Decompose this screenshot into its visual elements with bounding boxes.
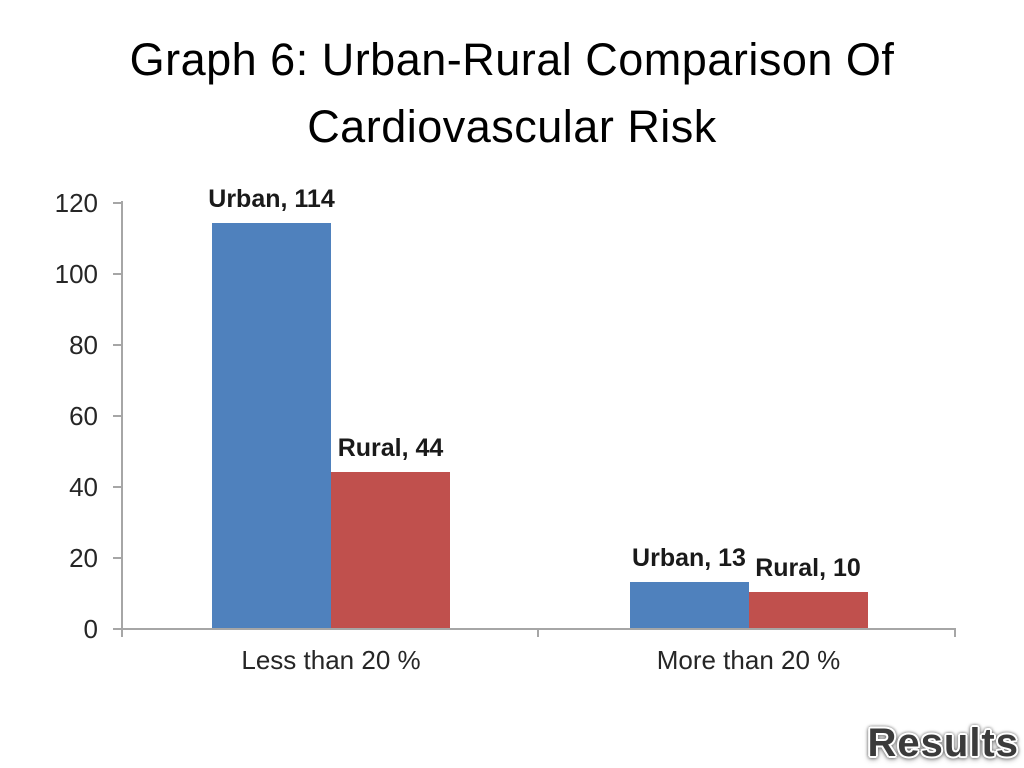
y-axis-tick-label: 20 [69,543,98,573]
bar-label-rural-0: Rural, 44 [337,434,444,462]
bar-label-rural-1: Rural, 10 [755,554,861,582]
y-axis-tick [113,273,121,275]
category-label-1: More than 20 % [656,645,841,675]
slide-title-line2: Cardiovascular Risk [307,101,717,152]
slide-title: Graph 6: Urban-Rural Comparison Of Cardi… [0,26,1024,160]
x-axis-tick [121,630,123,637]
y-axis-line [121,201,123,630]
y-axis-tick [113,628,121,630]
bar-rural-0 [331,472,450,628]
y-axis-tick-label: 0 [83,614,98,644]
y-axis-tick [113,557,121,559]
y-axis-tick-label: 60 [69,401,98,431]
y-axis-tick [113,344,121,346]
x-axis-tick [954,630,956,637]
bar-label-urban-0: Urban, 114 [208,185,335,213]
bar-label-urban-1: Urban, 13 [632,544,746,572]
y-axis-tick-label: 40 [69,472,98,502]
results-wordart: Results [867,721,1019,765]
bar-rural-1 [748,592,868,628]
bar-urban-0 [212,223,331,628]
y-axis-tick-label: 80 [69,330,98,360]
slide-title-line1: Graph 6: Urban-Rural Comparison Of [129,34,895,85]
y-axis-tick-label: 100 [54,259,98,289]
y-axis-tick [113,202,121,204]
x-axis-tick [537,630,539,637]
bar-urban-1 [629,582,749,628]
category-label-0: Less than 20 % [241,645,421,675]
x-axis-line [121,628,956,630]
y-axis-tick [113,486,121,488]
y-axis-tick-label: 120 [54,188,98,218]
y-axis-tick [113,415,121,417]
